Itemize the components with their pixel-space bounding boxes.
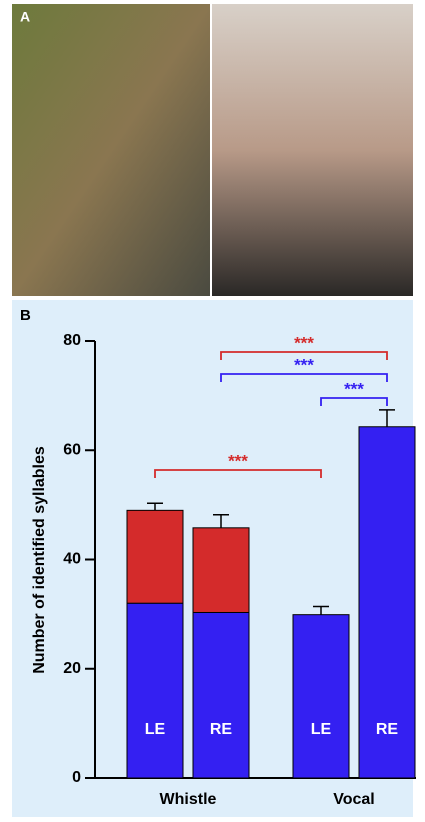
panel-label: B	[20, 307, 31, 324]
bar-label: LE	[145, 721, 166, 738]
significance-label: ***	[294, 333, 314, 352]
bar-label: LE	[311, 721, 332, 738]
bar-segment	[293, 615, 349, 778]
significance-label: ***	[294, 355, 314, 374]
y-tick-label: 0	[72, 769, 81, 786]
photo-vocal	[212, 4, 413, 296]
y-tick-label: 20	[63, 660, 81, 677]
group-label: Whistle	[160, 791, 217, 808]
figure: A B Number of identified syllables 0 20 40…	[0, 0, 425, 817]
y-axis-label: Number of identified syllables	[31, 446, 48, 674]
bar-segment	[193, 528, 249, 613]
page: A B Number of identified syllables 0 20 40…	[0, 0, 425, 817]
y-tick-label: 40	[63, 551, 81, 568]
y-tick-label: 80	[63, 332, 81, 349]
y-tick-label: 60	[63, 441, 81, 458]
significance-label: ***	[228, 451, 248, 470]
bar-segment	[193, 612, 249, 778]
bar-label: RE	[210, 721, 233, 738]
bar-segment	[127, 603, 183, 778]
group-label: Vocal	[333, 791, 375, 808]
significance-label: ***	[344, 379, 364, 398]
bar-label: RE	[376, 721, 399, 738]
photo-whistler	[12, 4, 210, 296]
bar-segment	[127, 510, 183, 603]
panel-label: A	[20, 9, 30, 25]
